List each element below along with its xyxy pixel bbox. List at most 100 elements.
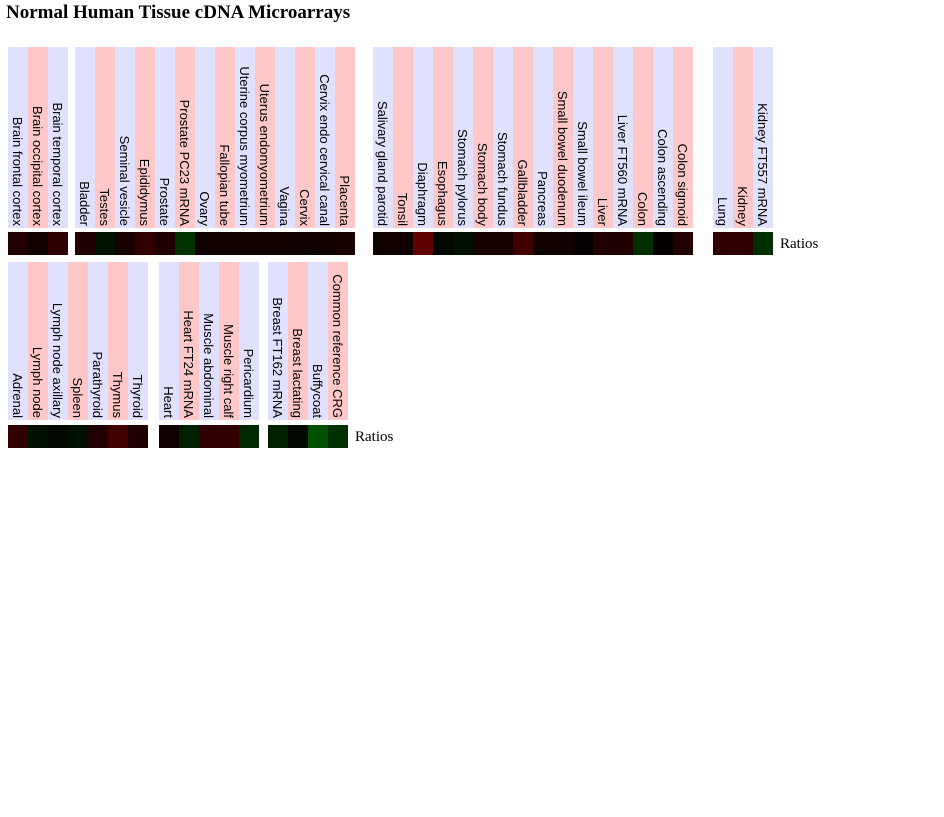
tissue-label: Small bowel ileum bbox=[575, 121, 590, 226]
tissue-label: Pericardium bbox=[241, 349, 256, 418]
ratio-cell bbox=[128, 425, 148, 448]
tissue-header bbox=[88, 262, 108, 420]
tissue-label: Seminal vesicle bbox=[117, 136, 132, 226]
ratios-legend: Ratios bbox=[355, 429, 393, 445]
tissue-header bbox=[239, 262, 259, 420]
ratio-cell bbox=[135, 232, 155, 255]
ratio-cell bbox=[8, 425, 28, 448]
ratio-cell bbox=[95, 232, 115, 255]
ratio-cell bbox=[553, 232, 573, 255]
tissue-label: Cervix endo cervical canal bbox=[317, 74, 332, 226]
ratio-cell bbox=[199, 425, 219, 448]
tissue-label: Prostate PC23 mRNA bbox=[177, 100, 192, 227]
ratio-cell bbox=[733, 232, 753, 255]
tissue-header bbox=[8, 47, 28, 228]
tissue-header bbox=[593, 47, 613, 228]
ratio-cell bbox=[308, 425, 328, 448]
tissue-label: Small bowel duodenum bbox=[555, 91, 570, 226]
tissue-label: Uterine corpus myometrium bbox=[237, 66, 252, 226]
tissue-label: Prostate bbox=[157, 178, 172, 226]
tissue-label: Kidney FT557 mRNA bbox=[755, 103, 770, 226]
tissue-label: Brain frontal cortex bbox=[10, 117, 25, 227]
tissue-label: Common reference CRG bbox=[330, 274, 345, 418]
ratio-cell bbox=[219, 425, 239, 448]
ratio-cell bbox=[239, 425, 259, 448]
tissue-label: Colon ascending bbox=[655, 129, 670, 226]
ratio-cell bbox=[8, 232, 28, 255]
ratio-cell bbox=[473, 232, 493, 255]
tissue-label: Heart FT24 mRNA bbox=[181, 310, 196, 418]
tissue-label: Stomach fundus bbox=[495, 132, 510, 226]
tissue-label: Lung bbox=[715, 197, 730, 226]
tissue-label: Fallopian tube bbox=[217, 144, 232, 226]
ratio-cell bbox=[235, 232, 255, 255]
tissue-header bbox=[473, 47, 493, 228]
tissue-header bbox=[308, 262, 328, 420]
ratio-cell bbox=[48, 232, 68, 255]
ratio-cell bbox=[453, 232, 473, 255]
ratio-cell bbox=[295, 232, 315, 255]
ratio-cell bbox=[155, 232, 175, 255]
tissue-header bbox=[713, 47, 733, 228]
tissue-header bbox=[219, 262, 239, 420]
tissue-label: Muscle right calf bbox=[221, 324, 236, 418]
tissue-label: Placenta bbox=[337, 175, 352, 226]
ratio-cell bbox=[255, 232, 275, 255]
tissue-label: Stomach body bbox=[475, 143, 490, 227]
ratio-cell bbox=[613, 232, 633, 255]
tissue-header bbox=[513, 47, 533, 228]
tissue-header bbox=[135, 47, 155, 228]
tissue-header bbox=[215, 47, 235, 228]
tissue-header bbox=[533, 47, 553, 228]
tissue-header bbox=[28, 47, 48, 228]
tissue-label: Colon bbox=[635, 192, 650, 226]
tissue-label: Vagina bbox=[277, 186, 292, 226]
ratio-cell bbox=[268, 425, 288, 448]
ratio-cell bbox=[315, 232, 335, 255]
tissue-header bbox=[573, 47, 593, 228]
tissue-label: Pancreas bbox=[535, 171, 550, 226]
ratio-cell bbox=[633, 232, 653, 255]
tissue-header bbox=[48, 47, 68, 228]
tissue-label: Testes bbox=[97, 188, 112, 226]
ratio-cell bbox=[513, 232, 533, 255]
tissue-header bbox=[235, 47, 255, 228]
tissue-label: Thyroid bbox=[130, 375, 145, 418]
tissue-header bbox=[115, 47, 135, 228]
tissue-header bbox=[75, 47, 95, 228]
tissue-label: Breast FT162 mRNA bbox=[270, 297, 285, 418]
ratio-cell bbox=[433, 232, 453, 255]
tissue-label: Thymus bbox=[110, 372, 125, 419]
ratio-cell bbox=[288, 425, 308, 448]
tissue-header bbox=[673, 47, 693, 228]
ratio-cell bbox=[673, 232, 693, 255]
tissue-label: Cervix bbox=[297, 189, 312, 226]
tissue-header bbox=[653, 47, 673, 228]
tissue-label: Bladder bbox=[77, 181, 92, 226]
tissue-header bbox=[179, 262, 199, 420]
ratio-cell bbox=[195, 232, 215, 255]
tissue-header bbox=[288, 262, 308, 420]
ratio-cell bbox=[413, 232, 433, 255]
ratio-cell bbox=[335, 232, 355, 255]
tissue-label: Kidney bbox=[735, 186, 750, 226]
tissue-header bbox=[275, 47, 295, 228]
tissue-header bbox=[199, 262, 219, 420]
tissue-header bbox=[733, 47, 753, 228]
tissue-label: Epididymus bbox=[137, 159, 152, 227]
tissue-header bbox=[68, 262, 88, 420]
tissue-header bbox=[159, 262, 179, 420]
ratio-cell bbox=[175, 232, 195, 255]
tissue-header bbox=[95, 47, 115, 228]
ratio-cell bbox=[573, 232, 593, 255]
tissue-label: Heart bbox=[161, 386, 176, 418]
ratios-legend: Ratios bbox=[780, 236, 818, 252]
tissue-label: Salivary gland parotid bbox=[375, 101, 390, 226]
ratio-cell bbox=[753, 232, 773, 255]
tissue-header bbox=[175, 47, 195, 228]
ratio-cell bbox=[48, 425, 68, 448]
tissue-header bbox=[373, 47, 393, 228]
tissue-header bbox=[315, 47, 335, 228]
ratio-cell bbox=[75, 232, 95, 255]
